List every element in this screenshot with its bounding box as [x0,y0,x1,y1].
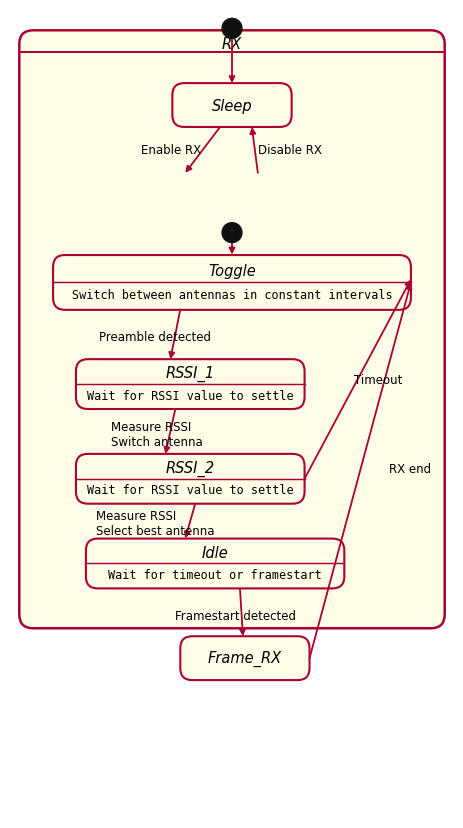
Text: Preamble detected: Preamble detected [99,330,210,344]
FancyBboxPatch shape [180,637,309,681]
Text: Measure RSSI
Switch antenna: Measure RSSI Switch antenna [111,421,202,449]
Text: Enable RX: Enable RX [140,144,200,157]
Text: RSSI_1: RSSI_1 [165,366,214,382]
Text: Disable RX: Disable RX [257,144,321,157]
FancyBboxPatch shape [19,31,444,628]
Circle shape [222,19,241,39]
FancyBboxPatch shape [172,84,291,128]
Text: Sleep: Sleep [211,99,252,113]
Text: RX: RX [221,36,242,51]
Text: Frame_RX: Frame_RX [207,650,282,667]
Text: Idle: Idle [201,546,228,561]
Text: RSSI_2: RSSI_2 [165,460,214,476]
Text: Timeout: Timeout [353,373,402,386]
Text: Wait for RSSI value to settle: Wait for RSSI value to settle [87,484,293,497]
FancyBboxPatch shape [53,256,410,310]
Text: Wait for timeout or framestart: Wait for timeout or framestart [108,568,321,581]
Text: Framestart detected: Framestart detected [175,609,296,622]
Text: Toggle: Toggle [208,263,255,278]
FancyBboxPatch shape [76,455,304,504]
Text: Switch between antennas in constant intervals: Switch between antennas in constant inte… [71,289,392,301]
FancyBboxPatch shape [76,359,304,410]
FancyBboxPatch shape [86,539,344,589]
Text: Measure RSSI
Select best antenna: Measure RSSI Select best antenna [96,509,214,537]
Circle shape [222,224,241,243]
Text: Wait for RSSI value to settle: Wait for RSSI value to settle [87,389,293,402]
Text: RX end: RX end [388,463,430,476]
